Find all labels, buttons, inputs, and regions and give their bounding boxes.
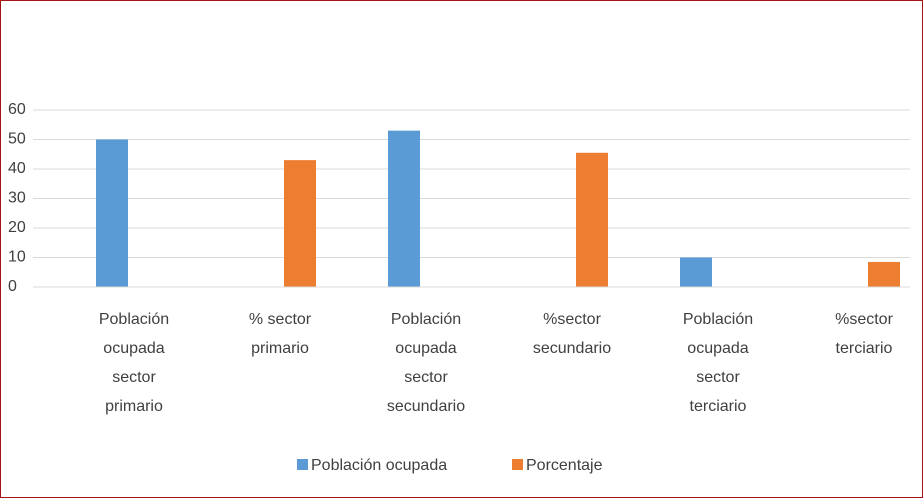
legend-label: Porcentaje <box>526 457 603 474</box>
y-tick-label: 0 <box>8 278 17 295</box>
x-tick-label-line: ocupada <box>687 340 748 357</box>
x-tick-label-line: ocupada <box>103 340 164 357</box>
x-tick-label-line: terciario <box>836 340 893 357</box>
x-tick-label-line: terciario <box>690 398 747 415</box>
bar <box>388 130 420 287</box>
y-tick-label: 20 <box>8 219 26 236</box>
y-tick-label: 60 <box>8 101 26 118</box>
bar <box>96 139 128 287</box>
x-tick-label-line: Población <box>391 311 461 328</box>
x-tick-label: %sector terciario <box>835 311 893 357</box>
y-tick-label: 10 <box>8 249 26 266</box>
x-tick-label-line: sector <box>404 369 448 386</box>
x-tick-label-line: sector <box>696 369 740 386</box>
bar <box>868 261 900 287</box>
x-tick-label-line: primario <box>251 340 309 357</box>
x-tick-label-line: ocupada <box>395 340 456 357</box>
x-tick-label: % sector primario <box>249 311 312 357</box>
x-tick-label: %sector secundario <box>533 311 611 357</box>
x-tick-label-line: sector <box>112 369 156 386</box>
bar <box>680 257 712 287</box>
y-tick-label: 50 <box>8 131 26 148</box>
x-tick-label-line: secundario <box>387 398 465 415</box>
y-tick-label: 30 <box>8 190 26 207</box>
legend-swatch <box>512 459 523 470</box>
x-tick-label: Población ocupada sector primario <box>99 311 169 415</box>
x-tick-label: Población ocupada sector terciario <box>683 311 753 415</box>
x-tick-label-line: %sector <box>543 311 601 328</box>
x-tick-label: Población ocupada sector secundario <box>387 311 465 415</box>
x-tick-label-line: % sector <box>249 311 312 328</box>
bar <box>284 160 316 287</box>
y-tick-label: 40 <box>8 160 26 177</box>
x-tick-label-line: %sector <box>835 311 893 328</box>
bar <box>576 152 608 287</box>
x-tick-label-line: primario <box>105 398 163 415</box>
legend-label: Población ocupada <box>311 457 447 474</box>
x-tick-label-line: secundario <box>533 340 611 357</box>
x-tick-label-line: Población <box>683 311 753 328</box>
legend-swatch <box>297 459 308 470</box>
x-tick-label-line: Población <box>99 311 169 328</box>
